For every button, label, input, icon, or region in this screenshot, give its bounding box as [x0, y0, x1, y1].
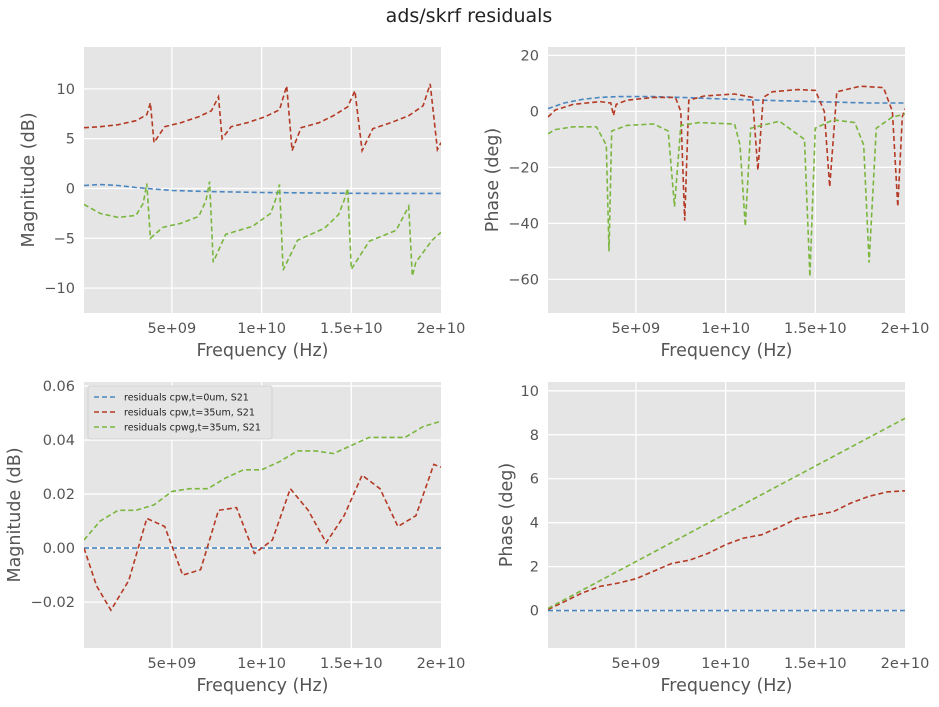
- x-tick-label: 1.5e+10: [320, 656, 383, 672]
- panel-bottom-left-magnitude: 5e+09 1e+10 1.5e+10 2e+10 −0.02 0.00 0.02 0.04 0…: [5, 379, 465, 696]
- series-line-blue: [84, 183, 441, 195]
- x-tick-label: 2e+10: [881, 321, 930, 337]
- y-tick-label: 0.00: [43, 541, 75, 557]
- y-tick-label: 4: [530, 516, 539, 532]
- x-tick-label: 5e+09: [148, 656, 197, 672]
- y-tick-label: −60: [508, 272, 539, 288]
- x-axis-label: Frequency (Hz): [197, 341, 329, 361]
- y-tick-label: 0: [530, 104, 539, 120]
- series-line-red: [84, 463, 441, 612]
- series-line-green: [548, 417, 905, 610]
- y-tick-label: −5: [54, 231, 75, 247]
- x-tick-label: 1e+10: [237, 321, 286, 337]
- y-tick-label: 10: [521, 384, 539, 400]
- y-tick-label: 5: [66, 132, 75, 148]
- panel-bottom-right-phase: 5e+09 1e+10 1.5e+10 2e+10 0 2 4 6 8 10 Frequency (…: [497, 382, 929, 696]
- series-line-red: [84, 83, 441, 154]
- plot-area: [548, 382, 905, 648]
- series-line-blue: [548, 95, 905, 110]
- series-line-green: [84, 181, 441, 277]
- y-axis-label: Phase (deg): [497, 463, 517, 567]
- y-axis-label: Phase (deg): [483, 128, 503, 232]
- y-tick-label: 6: [530, 472, 539, 488]
- y-tick-label: 8: [530, 428, 539, 444]
- x-tick-label: 1e+10: [701, 656, 750, 672]
- x-tick-label: 2e+10: [881, 656, 930, 672]
- y-tick-label: 0.04: [43, 433, 75, 449]
- x-tick-label: 1.5e+10: [784, 656, 847, 672]
- y-axis-label: Magnitude (dB): [5, 447, 25, 582]
- series-line-green: [548, 113, 905, 277]
- y-tick-label: −10: [44, 281, 75, 297]
- y-tick-label: 0: [66, 181, 75, 197]
- y-tick-label: 2: [530, 560, 539, 576]
- x-tick-label: 1.5e+10: [320, 321, 383, 337]
- legend-entry: residuals cpw,t=0um, S21: [124, 393, 249, 404]
- y-tick-label: −0.02: [31, 595, 75, 611]
- y-tick-label: 20: [521, 48, 539, 64]
- x-tick-label: 1e+10: [237, 656, 286, 672]
- series-line-red: [548, 85, 905, 221]
- legend-entry: residuals cpwg,t=35um, S21: [124, 423, 261, 434]
- x-tick-label: 5e+09: [612, 321, 661, 337]
- x-tick-label: 1.5e+10: [784, 321, 847, 337]
- x-tick-label: 1e+10: [701, 321, 750, 337]
- x-tick-label: 5e+09: [148, 321, 197, 337]
- x-axis-label: Frequency (Hz): [197, 676, 329, 696]
- figure-title: ads/skrf residuals: [386, 5, 553, 27]
- x-axis-label: Frequency (Hz): [661, 341, 793, 361]
- legend: [87, 385, 273, 440]
- y-axis-label: Magnitude (dB): [19, 112, 39, 247]
- legend-entry: residuals cpw,t=35um, S21: [124, 408, 255, 419]
- panel-top-right-phase: 5e+09 1e+10 1.5e+10 2e+10 −60 −40 −20 0 20 Freque…: [483, 47, 929, 361]
- series-line-red: [548, 490, 905, 611]
- y-tick-label: 0: [530, 604, 539, 620]
- x-tick-label: 5e+09: [612, 656, 661, 672]
- plot-area: [548, 47, 905, 313]
- x-axis-label: Frequency (Hz): [661, 676, 793, 696]
- y-tick-label: 0.02: [43, 487, 75, 503]
- plot-area: [84, 47, 441, 313]
- y-tick-label: 0.06: [43, 379, 75, 395]
- x-tick-label: 2e+10: [417, 656, 466, 672]
- panel-top-left-magnitude: 5e+09 1e+10 1.5e+10 2e+10 −10 −5 0 5 10 Frequency…: [19, 47, 465, 361]
- y-tick-label: −40: [508, 216, 539, 232]
- x-tick-label: 2e+10: [417, 321, 466, 337]
- y-tick-label: −20: [508, 160, 539, 176]
- y-tick-label: 10: [57, 82, 75, 98]
